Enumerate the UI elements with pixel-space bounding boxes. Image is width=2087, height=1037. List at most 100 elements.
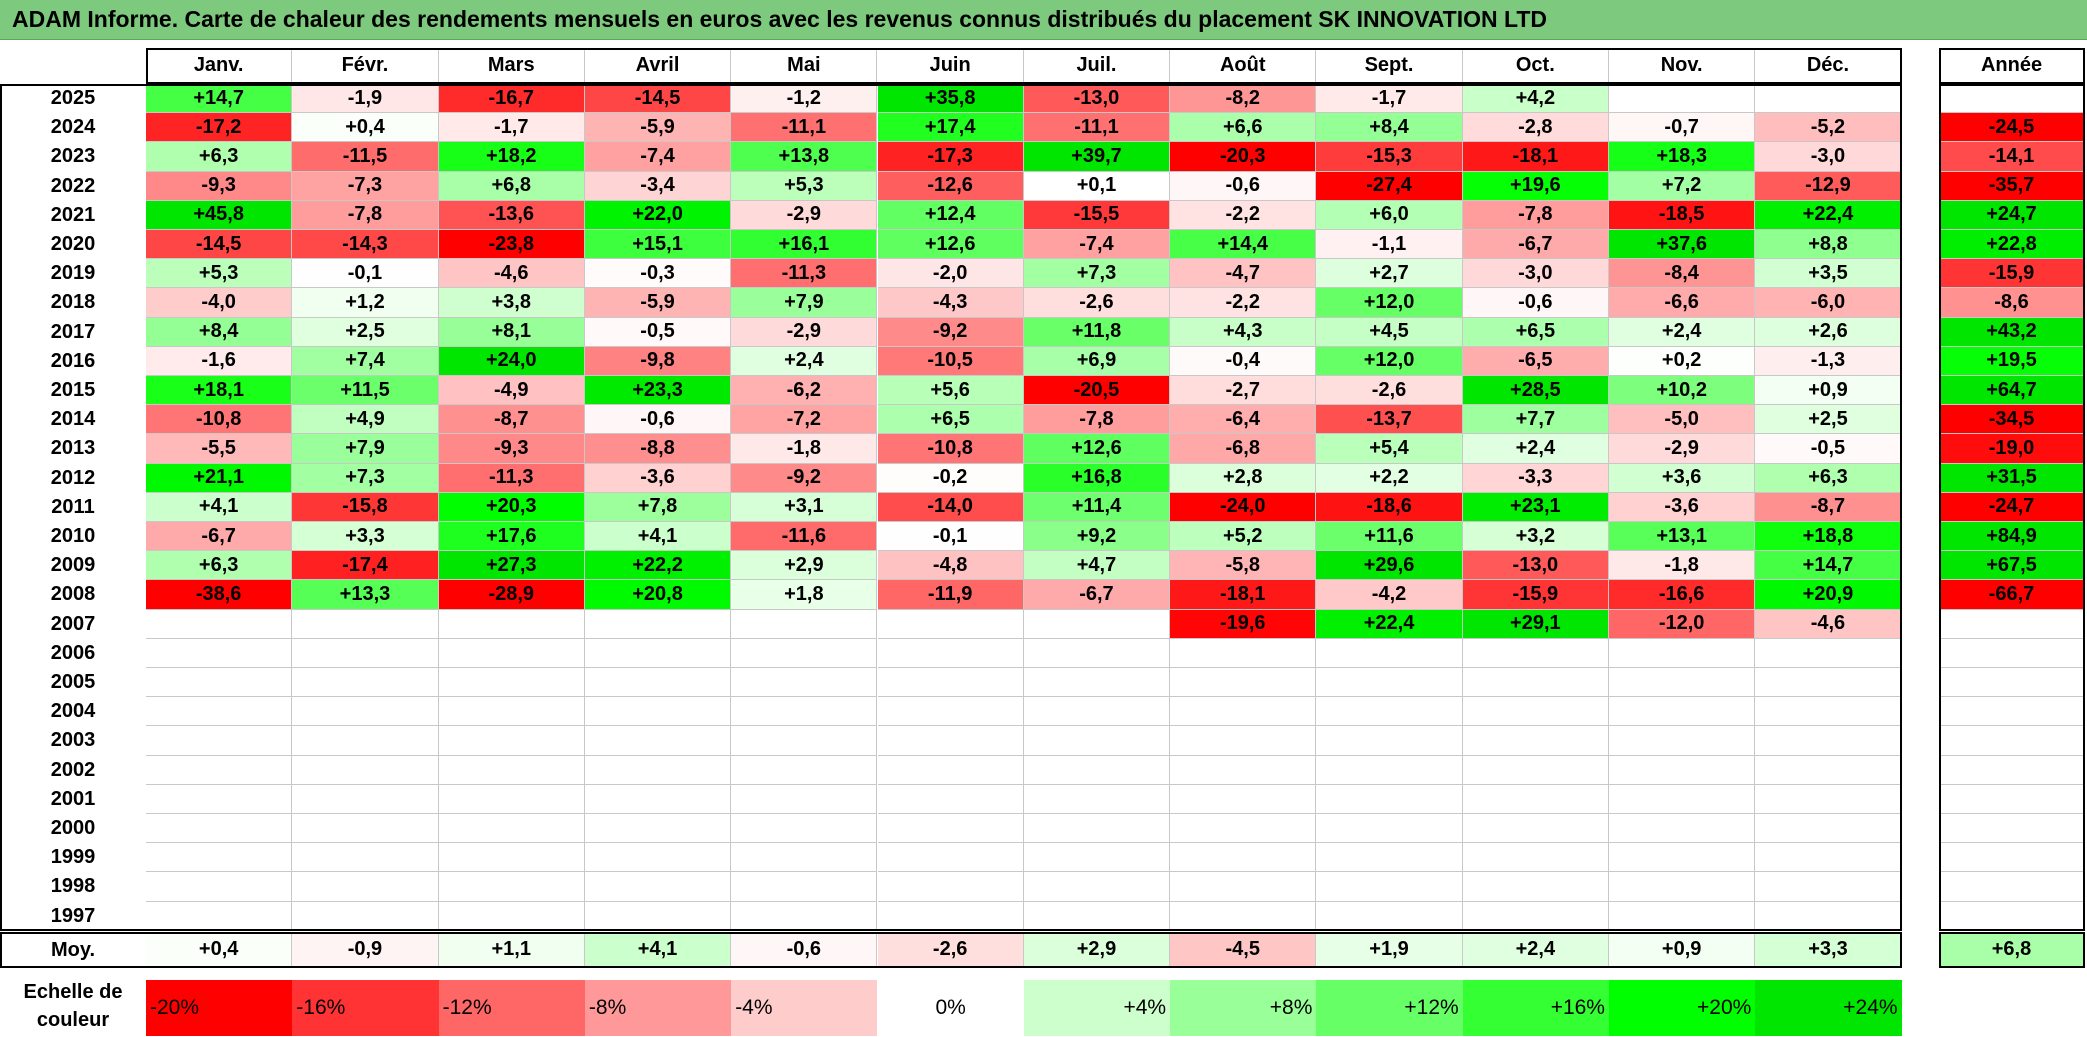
heatmap-cell: -10,8 [877, 434, 1024, 464]
heatmap-cell: -11,1 [731, 113, 878, 143]
heatmap-cell: -3,3 [1462, 463, 1609, 493]
scale-swatch: -4% [731, 980, 878, 1036]
heatmap-cell: -1,7 [438, 113, 585, 143]
row-label: 2008 [50, 583, 96, 606]
heatmap-cell [146, 755, 293, 785]
row-label: 2007 [50, 612, 96, 635]
heatmap-cell: +4,3 [1170, 317, 1317, 347]
heatmap-cell: -9,3 [146, 171, 293, 201]
heatmap-cell [292, 872, 439, 902]
annual-cell: +64,7 [1939, 376, 2085, 406]
annual-cell [1939, 901, 2085, 931]
heatmap-cell [1755, 872, 1902, 902]
heatmap-cell [292, 814, 439, 844]
heatmap-cell [438, 814, 585, 844]
heatmap-cell: -0,3 [584, 259, 732, 289]
heatmap-cell [292, 638, 439, 668]
heatmap-cell: -2,9 [1609, 434, 1756, 464]
heatmap-cell [584, 901, 732, 931]
heatmap-cell: +6,5 [1462, 317, 1609, 347]
heatmap-cell: -1,2 [731, 84, 878, 114]
heatmap-cell: +13,3 [292, 580, 439, 610]
average-cell: -4,5 [1170, 932, 1317, 968]
row-label: 2025 [50, 87, 96, 110]
heatmap-cell: -8,7 [1755, 492, 1902, 522]
heatmap-cell: +5,3 [731, 171, 878, 201]
annual-cell [1939, 668, 2085, 698]
heatmap-cell [292, 668, 439, 698]
row-label: 2018 [50, 291, 96, 314]
heatmap-cell [1023, 814, 1171, 844]
annual-cell: +43,2 [1939, 317, 2085, 347]
heatmap-cell [877, 784, 1024, 814]
heatmap-cell: -0,6 [584, 405, 732, 435]
heatmap-cell [1609, 872, 1756, 902]
heatmap-cell [146, 638, 293, 668]
heatmap-cell: +3,2 [1462, 522, 1609, 552]
heatmap-cell [877, 755, 1024, 785]
heatmap-cell [584, 784, 732, 814]
heatmap-cell [731, 901, 878, 931]
heatmap-cell [438, 668, 585, 698]
heatmap-cell [438, 609, 585, 639]
heatmap-cell: +12,4 [877, 200, 1024, 230]
annual-cell: -66,7 [1939, 580, 2085, 610]
average-cell: -0,6 [731, 932, 878, 968]
heatmap-cell: -20,5 [1023, 376, 1171, 406]
heatmap-cell: -1,9 [292, 84, 439, 114]
average-cell: +4,1 [584, 932, 732, 968]
scale-swatch: -16% [292, 980, 439, 1036]
column-header: Nov. [1609, 48, 1756, 84]
heatmap-cell: -19,6 [1170, 609, 1317, 639]
heatmap-cell [731, 814, 878, 844]
heatmap-cell [1170, 638, 1317, 668]
column-header: Juil. [1023, 48, 1171, 84]
heatmap-cell: +5,6 [877, 376, 1024, 406]
heatmap-cell: +19,6 [1462, 171, 1609, 201]
heatmap-cell: +29,1 [1462, 609, 1609, 639]
annual-cell: +24,7 [1939, 200, 2085, 230]
annual-cell [1939, 638, 2085, 668]
heatmap-cell: +22,0 [584, 200, 732, 230]
heatmap-cell: +2,5 [292, 317, 439, 347]
heatmap-cell [1023, 697, 1171, 727]
heatmap-cell: +12,6 [1023, 434, 1171, 464]
heatmap-cell [1462, 814, 1609, 844]
heatmap-cell: -11,9 [877, 580, 1024, 610]
heatmap-cell: +0,4 [292, 113, 439, 143]
heatmap-cell [1316, 901, 1463, 931]
heatmap-cell [584, 755, 732, 785]
heatmap-cell: -7,8 [1023, 405, 1171, 435]
heatmap-cell: +7,3 [292, 463, 439, 493]
heatmap-cell: -11,6 [731, 522, 878, 552]
heatmap-cell: -6,6 [1609, 288, 1756, 318]
heatmap-cell: -17,4 [292, 551, 439, 581]
heatmap-cell: -11,1 [1023, 113, 1171, 143]
heatmap-cell: +7,3 [1023, 259, 1171, 289]
heatmap-cell [1170, 872, 1317, 902]
heatmap-cell: -2,8 [1462, 113, 1609, 143]
row-label: 2005 [50, 671, 96, 694]
annual-cell [1939, 726, 2085, 756]
heatmap-cell: -9,2 [731, 463, 878, 493]
heatmap-cell: -18,1 [1462, 142, 1609, 172]
scale-swatch: -20% [146, 980, 293, 1036]
heatmap-cell [584, 697, 732, 727]
heatmap-cell: +1,2 [292, 288, 439, 318]
heatmap-cell [1755, 726, 1902, 756]
heatmap-cell: -3,6 [584, 463, 732, 493]
heatmap-cell [584, 726, 732, 756]
heatmap-cell: +23,3 [584, 376, 732, 406]
heatmap-cell: +6,3 [146, 142, 293, 172]
heatmap-cell [438, 755, 585, 785]
heatmap-cell [584, 638, 732, 668]
heatmap-cell [1170, 755, 1317, 785]
heatmap-cell: +22,2 [584, 551, 732, 581]
heatmap-cell: -12,9 [1755, 171, 1902, 201]
heatmap-cell: +20,3 [438, 492, 585, 522]
heatmap-cell: +6,5 [877, 405, 1024, 435]
row-label: 2017 [50, 320, 96, 343]
heatmap-cell: +13,1 [1609, 522, 1756, 552]
scale-swatch: +16% [1462, 980, 1609, 1036]
heatmap-cell: -4,0 [146, 288, 293, 318]
